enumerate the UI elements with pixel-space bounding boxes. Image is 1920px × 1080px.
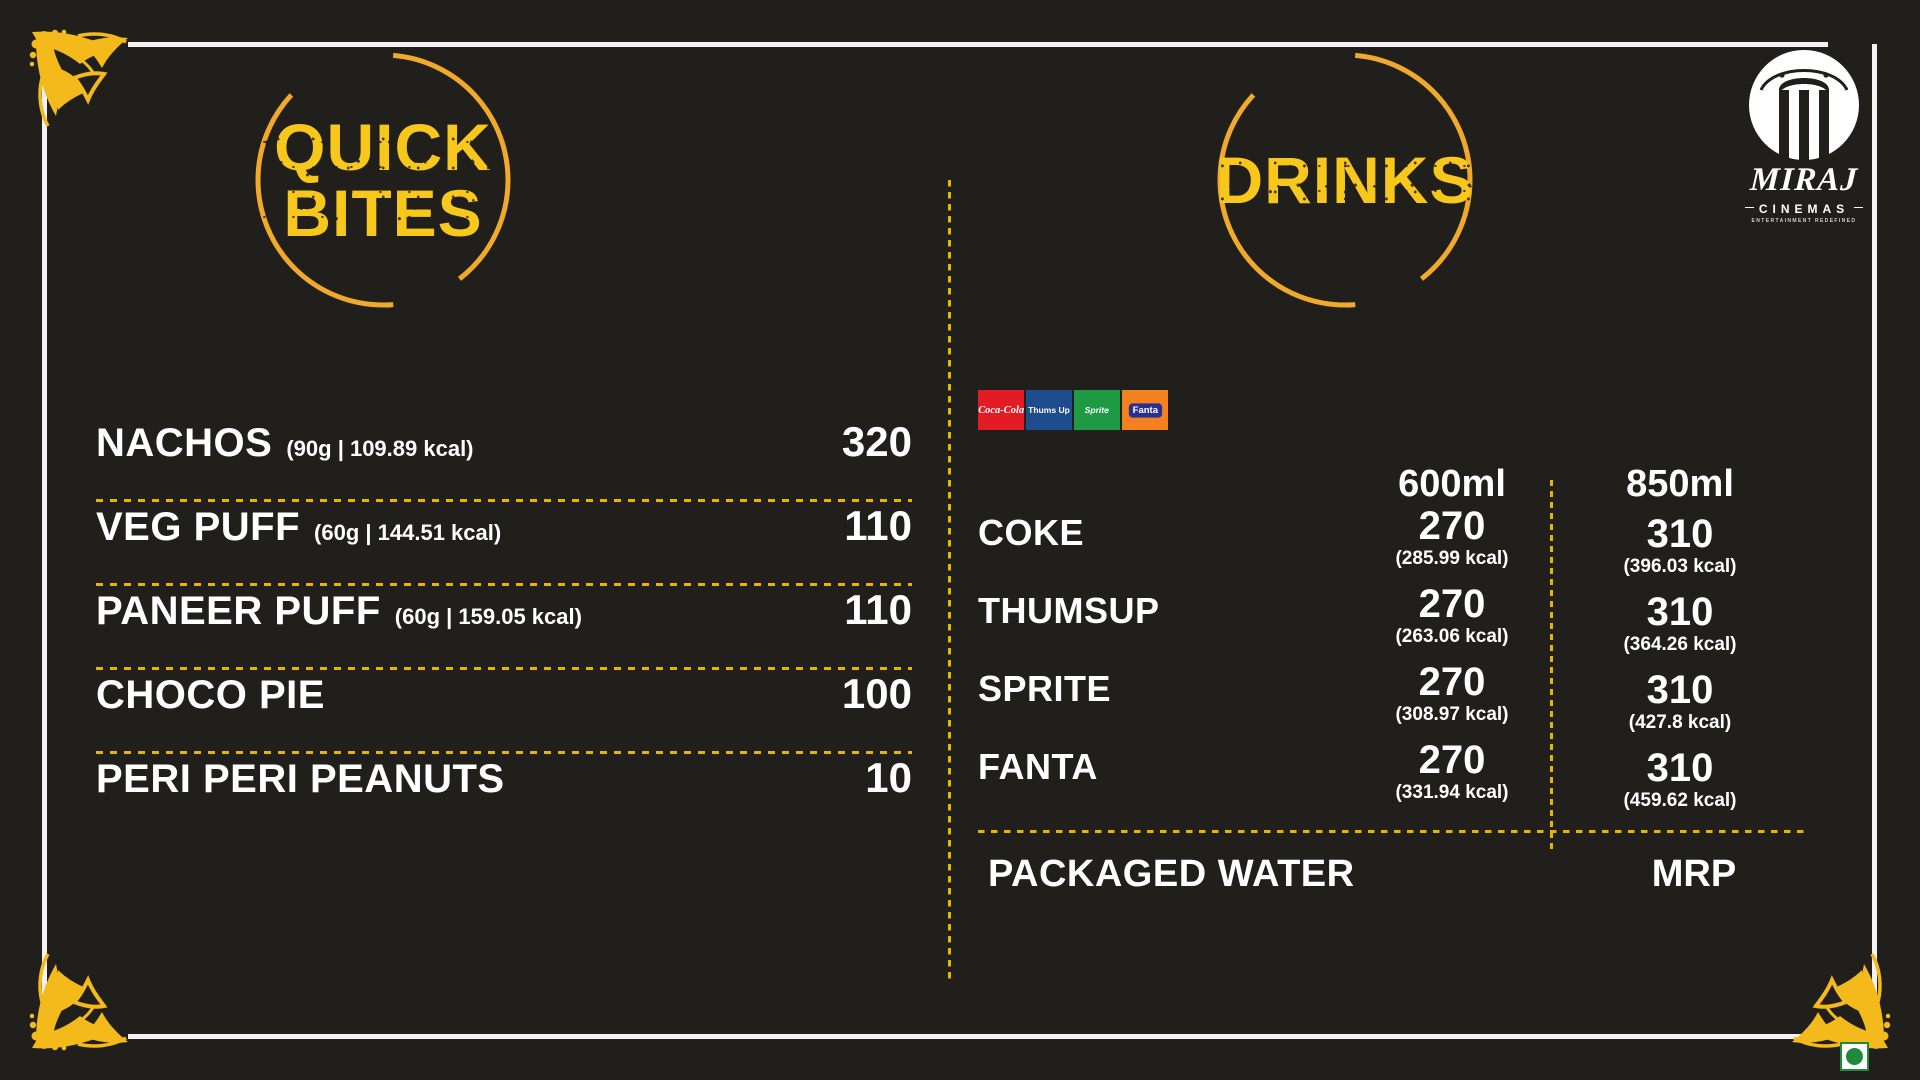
drinks-item-600ml-kcal: (308.97 kcal)	[1395, 703, 1509, 725]
drinks-item-600ml-price: 270	[1418, 738, 1486, 782]
quick-bites-item-price: 10	[865, 754, 912, 801]
quick-bites-item-price: 320	[841, 418, 912, 465]
quick-bites-item-price: 110	[844, 586, 912, 633]
corner-ornament-bottom-right	[1778, 938, 1898, 1058]
drinks-title-text: DRINKS	[1215, 143, 1475, 217]
quick-bites-item-name: VEG PUFF	[96, 505, 301, 549]
size-column-850ml: 850ml	[1626, 463, 1734, 505]
drinks-item-850ml-kcal: (427.8 kcal)	[1628, 711, 1732, 733]
miraj-monogram-icon	[1749, 50, 1859, 160]
frame-border-top	[128, 42, 1828, 47]
quick-bites-item-nutrition: (90g | 109.89 kcal)	[286, 436, 474, 461]
miraj-subtitle: CINEMAS	[1758, 202, 1850, 216]
miraj-subtitle-row: CINEMAS	[1740, 199, 1868, 216]
packaged-water-row: PACKAGED WATER MRP	[978, 833, 1808, 907]
beverage-brand-logos: Coca-Cola Thums Up Sprite Fanta	[978, 390, 1808, 430]
drinks-item-600ml-kcal: (263.06 kcal)	[1395, 625, 1509, 647]
quick-bites-row: VEG PUFF (60g | 144.51 kcal) 110	[96, 502, 912, 583]
sprite-logo-icon: Sprite	[1074, 390, 1120, 430]
frame-border-bottom	[128, 1034, 1828, 1039]
packaged-water-price: MRP	[1651, 852, 1737, 895]
drinks-item-600ml-kcal: (285.99 kcal)	[1395, 547, 1509, 569]
drinks-item-850ml-price: 310	[1646, 668, 1714, 712]
drinks-item-name: FANTA	[978, 746, 1098, 787]
drinks-item-600ml-cell: 270 (263.06 kcal)	[1338, 584, 1566, 649]
quick-bites-item-price: 110	[844, 502, 912, 549]
drinks-item-name: SPRITE	[978, 668, 1112, 709]
quick-bites-menu-list: NACHOS (90g | 109.89 kcal) 320 VEG PUFF (60g…	[96, 418, 912, 835]
drinks-row: THUMSUP 270 (263.06 kcal) 310 (364.26 kcal)	[978, 584, 1808, 662]
fanta-logo-icon: Fanta	[1122, 390, 1168, 430]
quick-bites-row-separator	[96, 667, 912, 670]
drinks-item-600ml-cell: 270 (308.97 kcal)	[1338, 662, 1566, 727]
quick-bites-item-name: CHOCO PIE	[96, 673, 325, 717]
frame-border-right	[1872, 44, 1877, 1036]
drinks-item-600ml-cell: 270 (285.99 kcal)	[1338, 506, 1566, 571]
drinks-item-850ml-cell: 310 (396.03 kcal)	[1566, 506, 1794, 579]
logo-dash-left	[1744, 206, 1754, 209]
center-vertical-divider	[948, 180, 951, 980]
miraj-wordmark: MIRAJ	[1749, 162, 1859, 198]
drinks-menu-table: Coca-Cola Thums Up Sprite Fanta 600ml 85…	[978, 390, 1808, 907]
quick-bites-item-info: PERI PERI PEANUTS	[96, 757, 505, 802]
drinks-item-600ml-cell: 270 (331.94 kcal)	[1338, 740, 1566, 805]
quick-bites-item-info: CHOCO PIE	[96, 673, 325, 718]
drinks-item-850ml-price: 310	[1646, 512, 1714, 556]
thums-up-logo-icon: Thums Up	[1026, 390, 1072, 430]
corner-ornament-bottom-left	[22, 938, 142, 1058]
drinks-item-name: THUMSUP	[978, 590, 1160, 631]
quick-bites-item-info: PANEER PUFF (60g | 159.05 kcal)	[96, 589, 582, 634]
drinks-water-separator	[978, 830, 1808, 833]
drinks-item-600ml-price: 270	[1418, 504, 1486, 548]
quick-bites-row-separator	[96, 499, 912, 502]
drinks-item-name: COKE	[978, 512, 1085, 553]
quick-bites-item-nutrition: (60g | 159.05 kcal)	[394, 604, 582, 629]
quick-bites-row-separator	[96, 751, 912, 754]
quick-bites-row-separator	[96, 583, 912, 586]
drinks-row: FANTA 270 (331.94 kcal) 310 (459.62 kcal)	[978, 740, 1808, 818]
veg-symbol-dot	[1846, 1048, 1863, 1065]
veg-symbol-icon	[1840, 1042, 1869, 1071]
drinks-size-header-row: 600ml 850ml	[978, 450, 1808, 506]
drinks-item-850ml-cell: 310 (459.62 kcal)	[1566, 740, 1794, 813]
quick-bites-row: PANEER PUFF (60g | 159.05 kcal) 110	[96, 586, 912, 667]
size-column-600ml: 600ml	[1398, 463, 1506, 505]
miraj-tagline: ENTERTAINMENT REDEFINED	[1751, 218, 1857, 224]
quick-bites-item-price: 100	[841, 670, 912, 717]
drinks-item-600ml-kcal: (331.94 kcal)	[1395, 781, 1509, 803]
drinks-item-850ml-kcal: (396.03 kcal)	[1623, 555, 1737, 577]
quick-bites-row: PERI PERI PEANUTS 10	[96, 754, 912, 835]
drinks-rows-container: COKE 270 (285.99 kcal) 310 (396.03 kcal) THUM…	[978, 506, 1808, 818]
miraj-cinemas-logo: MIRAJ CINEMAS ENTERTAINMENT REDEFINED	[1740, 50, 1868, 225]
quick-bites-item-nutrition: (60g | 144.51 kcal)	[314, 520, 502, 545]
drinks-item-850ml-kcal: (364.26 kcal)	[1623, 633, 1737, 655]
logo-dash-right	[1854, 206, 1864, 209]
coca-cola-logo-icon: Coca-Cola	[978, 390, 1024, 430]
quick-bites-section-heading: QUICK BITES	[218, 45, 1920, 315]
drinks-section-heading: DRINKS	[1180, 45, 1920, 315]
quick-bites-title-text: QUICK BITES	[218, 114, 548, 246]
drinks-item-850ml-cell: 310 (364.26 kcal)	[1566, 584, 1794, 657]
quick-bites-item-name: PERI PERI PEANUTS	[96, 757, 505, 801]
drinks-title: DRINKS	[1180, 147, 1510, 213]
quick-bites-row: CHOCO PIE 100	[96, 670, 912, 751]
drinks-item-600ml-price: 270	[1418, 660, 1486, 704]
drinks-column-divider	[1550, 480, 1553, 852]
quick-bites-row: NACHOS (90g | 109.89 kcal) 320	[96, 418, 912, 499]
corner-ornament-top-left	[22, 22, 142, 142]
frame-border-left	[42, 44, 47, 1036]
drinks-item-600ml-price: 270	[1418, 582, 1486, 626]
drinks-item-850ml-price: 310	[1646, 590, 1714, 634]
quick-bites-item-info: NACHOS (90g | 109.89 kcal)	[96, 421, 474, 466]
drinks-item-850ml-cell: 310 (427.8 kcal)	[1566, 662, 1794, 735]
drinks-item-850ml-kcal: (459.62 kcal)	[1623, 789, 1737, 811]
quick-bites-item-name: NACHOS	[96, 421, 273, 465]
quick-bites-item-name: PANEER PUFF	[96, 589, 381, 633]
drinks-row: COKE 270 (285.99 kcal) 310 (396.03 kcal)	[978, 506, 1808, 584]
drinks-item-850ml-price: 310	[1646, 746, 1714, 790]
quick-bites-item-info: VEG PUFF (60g | 144.51 kcal)	[96, 505, 501, 550]
quick-bites-title: QUICK BITES	[218, 114, 548, 246]
packaged-water-label: PACKAGED WATER	[988, 852, 1355, 895]
drinks-row: SPRITE 270 (308.97 kcal) 310 (427.8 kcal)	[978, 662, 1808, 740]
